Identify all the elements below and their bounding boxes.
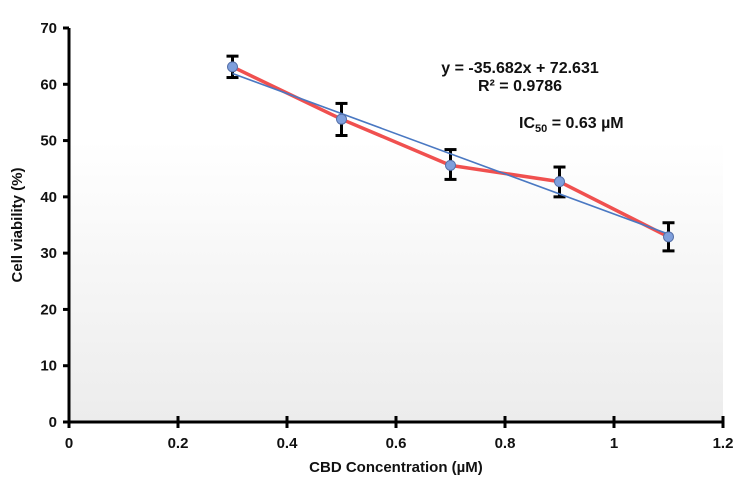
ic50-label: IC50 = 0.63 µM: [519, 115, 624, 135]
x-tick-label: 0.2: [168, 435, 189, 452]
r-squared-label: R² = 0.9786: [478, 78, 562, 95]
x-tick-label: 0: [65, 435, 73, 452]
data-point: [554, 176, 565, 188]
x-tick-label: 0.4: [277, 435, 299, 452]
ic50-prefix: IC: [519, 115, 535, 132]
y-tick-label: 60: [40, 76, 57, 93]
data-point: [663, 231, 674, 243]
y-tick-label: 70: [40, 20, 57, 37]
y-tick-label: 30: [40, 245, 57, 262]
ic50-suffix: = 0.63 µM: [547, 115, 623, 132]
data-point: [445, 159, 456, 171]
trendline: [232, 72, 669, 235]
data-point: [227, 61, 238, 73]
y-tick-label: 50: [40, 133, 57, 150]
x-tick-label: 1.2: [713, 435, 734, 452]
y-tick-label: 20: [40, 301, 57, 318]
y-axis-label: Cell viability (%): [9, 167, 26, 282]
trendline-equation: y = -35.682x + 72.631: [441, 60, 599, 77]
plot-background: [69, 20, 723, 422]
data-point: [336, 113, 347, 125]
y-tick-label: 10: [40, 358, 57, 375]
x-tick-label: 1: [610, 435, 618, 452]
ic50-subscript: 50: [535, 123, 547, 135]
x-tick-label: 0.8: [495, 435, 516, 452]
x-tick-label: 0.6: [386, 435, 407, 452]
y-tick-label: 40: [40, 189, 57, 206]
x-axis-label: CBD Concentration (µM): [309, 459, 483, 476]
y-tick-label: 0: [49, 414, 57, 431]
